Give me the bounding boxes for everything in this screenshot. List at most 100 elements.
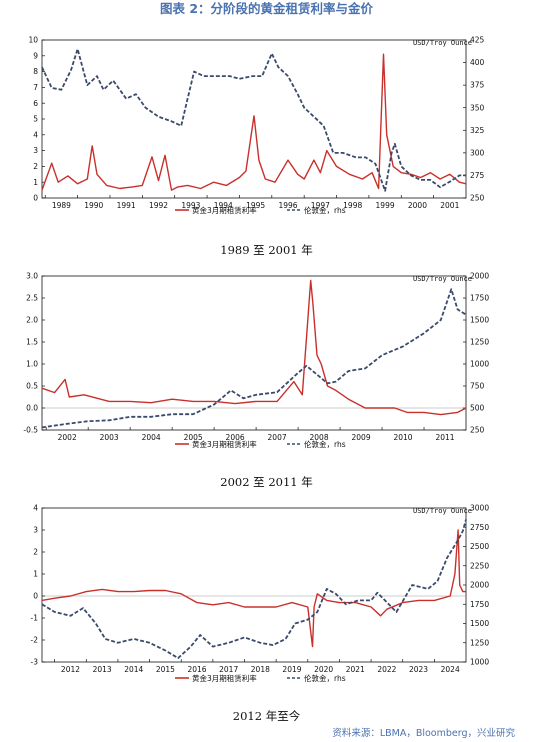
chart-2-legend-label: 伦敦金，rhs	[304, 439, 346, 449]
chart-3-x-tick-label: 2019	[282, 665, 301, 674]
chart-3-left-tick-label: -3	[31, 658, 39, 667]
chart-2-right-tick-label: 1000	[470, 360, 489, 369]
chart-2-right-tick-label: 250	[470, 426, 485, 435]
chart-1-x-tick-label: 1994	[214, 201, 233, 210]
chart-1-left-tick-label: 8	[33, 67, 38, 76]
chart-1-left-tick-label: 9	[33, 51, 38, 60]
chart-2-left-tick-label: 0.5	[26, 382, 38, 391]
chart-2-x-tick-label: 2007	[268, 433, 287, 442]
chart-3-x-tick-label: 2016	[187, 665, 206, 674]
chart-3-left-tick-label: -1	[31, 614, 39, 623]
chart-1-right-tick-label: 325	[470, 126, 485, 135]
chart-2-plot-frame	[41, 275, 467, 431]
chart-3-legend-label: 伦敦金，rhs	[304, 673, 346, 683]
chart-2-left-tick-label: 0.0	[26, 404, 38, 413]
chart-3-legend-label: 黄金3月期租赁利率	[192, 673, 257, 683]
chart-2-right-tick-label: 1250	[470, 338, 489, 347]
chart-1-left-tick-label: 10	[28, 36, 38, 45]
chart-1-caption: 1989 至 2001 年	[220, 243, 313, 257]
chart-1-x-tick-label: 2001	[440, 201, 459, 210]
chart-1-right-tick-label: 375	[470, 81, 485, 90]
chart-2-x-tick-label: 2008	[310, 433, 329, 442]
chart-1-x-tick-label: 1990	[84, 201, 103, 210]
chart-1-right-tick-label: 275	[470, 171, 485, 180]
chart-1-x-tick-label: 1989	[52, 201, 71, 210]
chart-1-left-tick-label: 5	[33, 115, 38, 124]
chart-3-right-axis-unit: USD/Troy Ounce	[413, 507, 472, 515]
chart-2-x-tick-label: 2005	[184, 433, 203, 442]
chart-3-x-tick-label: 2013	[93, 665, 112, 674]
chart-1-x-tick-label: 1997	[311, 201, 330, 210]
chart-1-left-tick-label: 4	[33, 130, 38, 139]
chart-2-gold-price-line	[41, 288, 467, 429]
chart-1-lease-rate-line	[41, 53, 467, 191]
chart-2-x-tick-label: 2011	[435, 433, 454, 442]
chart-2-right-axis-unit: USD/Troy Ounce	[413, 275, 472, 283]
chart-3-lease-rate-line	[41, 529, 466, 648]
chart-3-left-tick-label: 4	[33, 504, 38, 513]
chart-3-right-tick-label: 1250	[470, 638, 489, 647]
chart-3-x-tick-label: 2020	[314, 665, 333, 674]
chart-2-x-tick-label: 2009	[352, 433, 371, 442]
chart-2-x-tick-label: 2002	[58, 433, 77, 442]
chart-2-right-tick-label: 750	[470, 382, 485, 391]
chart-1-x-tick-label: 1993	[181, 201, 200, 210]
chart-3-x-tick-label: 2018	[251, 665, 270, 674]
chart-3-x-tick-label: 2017	[219, 665, 238, 674]
chart-3-right-tick-label: 1750	[470, 600, 489, 609]
chart-3-right-tick-label: 2750	[470, 523, 489, 532]
chart-3-right-tick-label: 3000	[470, 504, 489, 513]
chart-1-left-tick-label: 3	[33, 146, 38, 155]
chart-3-x-tick-label: 2015	[156, 665, 175, 674]
chart-1-legend-label: 黄金3月期租赁利率	[192, 205, 257, 215]
chart-1-x-tick-label: 2000	[408, 201, 427, 210]
chart-2-left-tick-label: 2.0	[26, 316, 38, 325]
chart-2-x-tick-label: 2003	[100, 433, 119, 442]
chart-3-left-tick-label: -2	[31, 636, 39, 645]
chart-3-left-tick-label: 1	[33, 570, 38, 579]
chart-3-left-tick-label: 2	[33, 548, 38, 557]
chart-3-right-tick-label: 2500	[470, 542, 489, 551]
chart-2-left-tick-label: -0.5	[23, 426, 38, 435]
chart-3-right-tick-label: 1000	[470, 658, 489, 667]
chart-1-right-axis-unit: USD/Troy Ounce	[413, 39, 472, 47]
chart-2-lease-rate-line	[41, 279, 467, 416]
chart-1-right-tick-label: 250	[470, 194, 485, 203]
chart-2-left-tick-label: 2.5	[26, 294, 38, 303]
chart-2-x-tick-label: 2006	[226, 433, 245, 442]
chart-1-left-tick-label: 7	[33, 83, 38, 92]
chart-3-x-tick-label: 2024	[441, 665, 460, 674]
figure-title: 图表 2：分阶段的黄金租赁利率与金价	[159, 1, 374, 16]
chart-3-x-tick-label: 2014	[124, 665, 143, 674]
chart-3-caption: 2012 年至今	[232, 709, 301, 723]
chart-2-right-tick-label: 2000	[470, 272, 489, 281]
chart-1-right-tick-label: 425	[470, 36, 485, 45]
chart-2-right-tick-label: 500	[470, 404, 485, 413]
chart-2-legend-label: 黄金3月期租赁利率	[192, 439, 257, 449]
chart-1-x-tick-label: 1995	[246, 201, 265, 210]
chart-1-x-tick-label: 1998	[343, 201, 362, 210]
chart-2-left-tick-label: 3.0	[26, 272, 38, 281]
chart-3-left-tick-label: 3	[33, 526, 38, 535]
chart-1-x-tick-label: 1996	[278, 201, 297, 210]
chart-1-right-tick-label: 300	[470, 148, 485, 157]
chart-3-x-tick-label: 2021	[346, 665, 365, 674]
chart-3-x-tick-label: 2012	[61, 665, 80, 674]
chart-2-right-tick-label: 1500	[470, 316, 489, 325]
chart-3-left-tick-label: 0	[33, 592, 38, 601]
chart-1-legend-label: 伦敦金，rhs	[304, 205, 346, 215]
chart-1-right-tick-label: 400	[470, 58, 485, 67]
chart-1-left-tick-label: 0	[33, 194, 38, 203]
chart-2-caption: 2002 至 2011 年	[220, 475, 313, 489]
chart-3-right-tick-label: 1500	[470, 619, 489, 628]
chart-3-x-tick-label: 2022	[377, 665, 396, 674]
chart-1-left-tick-label: 6	[33, 99, 38, 108]
chart-3-right-tick-label: 2000	[470, 581, 489, 590]
chart-1-left-tick-label: 2	[33, 162, 38, 171]
chart-2-x-tick-label: 2004	[142, 433, 161, 442]
chart-1-x-tick-label: 1999	[376, 201, 395, 210]
chart-1-x-tick-label: 1992	[149, 201, 168, 210]
chart-1-right-tick-label: 350	[470, 103, 485, 112]
chart-2-left-tick-label: 1.0	[26, 360, 38, 369]
